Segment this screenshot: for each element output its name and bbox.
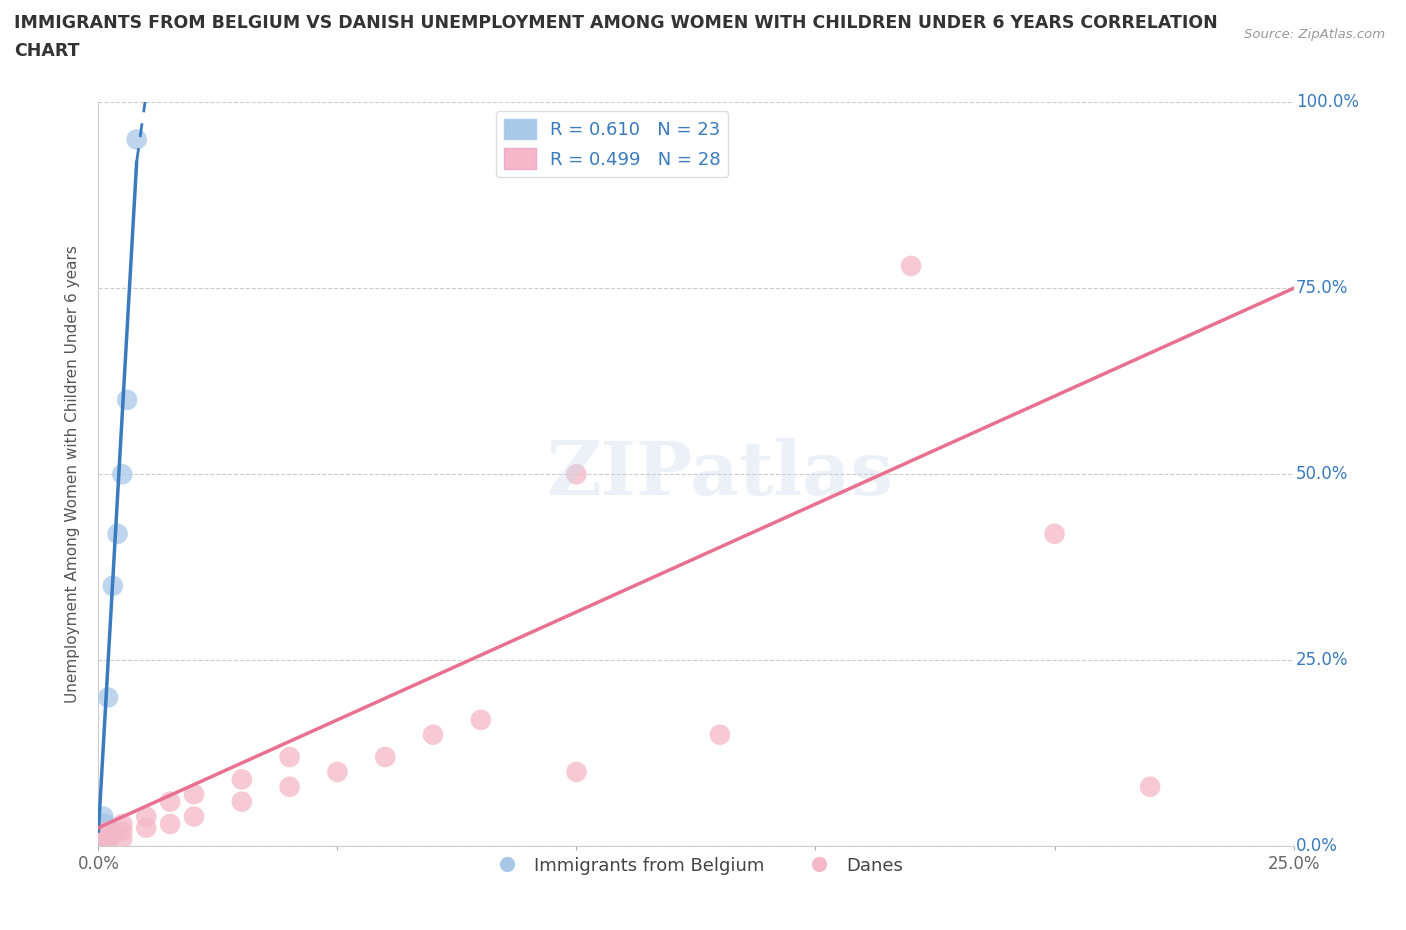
Point bbox=[470, 712, 492, 727]
Text: Source: ZipAtlas.com: Source: ZipAtlas.com bbox=[1244, 28, 1385, 41]
Point bbox=[94, 817, 117, 831]
Point bbox=[374, 750, 396, 764]
Point bbox=[111, 831, 134, 846]
Point bbox=[90, 831, 112, 846]
Point bbox=[111, 467, 134, 482]
Point bbox=[565, 467, 588, 482]
Text: 50.0%: 50.0% bbox=[1296, 465, 1348, 484]
Text: 75.0%: 75.0% bbox=[1296, 279, 1348, 298]
Point bbox=[183, 787, 205, 802]
Point bbox=[97, 831, 120, 846]
Point bbox=[125, 132, 148, 147]
Point bbox=[231, 794, 253, 809]
Point bbox=[94, 831, 117, 846]
Legend: Immigrants from Belgium, Danes: Immigrants from Belgium, Danes bbox=[482, 849, 910, 882]
Point bbox=[135, 820, 157, 835]
Point bbox=[97, 824, 120, 839]
Text: ZIPatlas: ZIPatlas bbox=[547, 438, 893, 511]
Point bbox=[900, 259, 922, 273]
Text: IMMIGRANTS FROM BELGIUM VS DANISH UNEMPLOYMENT AMONG WOMEN WITH CHILDREN UNDER 6: IMMIGRANTS FROM BELGIUM VS DANISH UNEMPL… bbox=[14, 14, 1218, 32]
Point bbox=[107, 526, 129, 541]
Point bbox=[90, 824, 112, 839]
Text: 100.0%: 100.0% bbox=[1296, 93, 1360, 112]
Point bbox=[278, 779, 301, 794]
Point bbox=[91, 817, 114, 831]
Point bbox=[101, 828, 124, 843]
Point bbox=[135, 809, 157, 824]
Point bbox=[91, 824, 114, 839]
Point bbox=[111, 817, 134, 831]
Point bbox=[91, 831, 114, 846]
Point bbox=[91, 828, 114, 843]
Point bbox=[183, 809, 205, 824]
Text: CHART: CHART bbox=[14, 42, 80, 60]
Text: 25.0%: 25.0% bbox=[1296, 651, 1348, 670]
Point bbox=[159, 817, 181, 831]
Point bbox=[565, 764, 588, 779]
Point bbox=[91, 828, 114, 843]
Point bbox=[94, 824, 117, 839]
Point bbox=[101, 578, 124, 593]
Point bbox=[101, 824, 124, 839]
Point bbox=[326, 764, 349, 779]
Point bbox=[115, 392, 138, 407]
Point bbox=[90, 835, 112, 850]
Text: 0.0%: 0.0% bbox=[1296, 837, 1337, 856]
Point bbox=[97, 824, 120, 839]
Point bbox=[1043, 526, 1066, 541]
Point bbox=[91, 835, 114, 850]
Point bbox=[111, 824, 134, 839]
Point bbox=[97, 690, 120, 705]
Point bbox=[709, 727, 731, 742]
Point bbox=[97, 831, 120, 846]
Point bbox=[1139, 779, 1161, 794]
Point bbox=[91, 809, 114, 824]
Point bbox=[91, 835, 114, 850]
Point bbox=[231, 772, 253, 787]
Point bbox=[90, 828, 112, 843]
Point bbox=[159, 794, 181, 809]
Y-axis label: Unemployment Among Women with Children Under 6 years: Unemployment Among Women with Children U… bbox=[65, 246, 80, 703]
Point bbox=[278, 750, 301, 764]
Point bbox=[422, 727, 444, 742]
Point bbox=[90, 820, 112, 835]
